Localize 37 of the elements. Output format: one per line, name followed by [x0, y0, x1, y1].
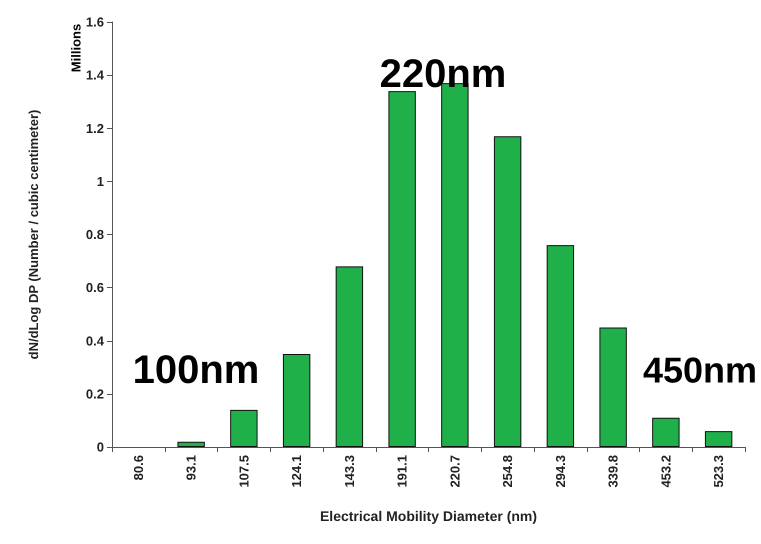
x-tick-label: 107.5	[236, 455, 252, 488]
bar	[652, 418, 680, 447]
x-tick-label: 220.7	[447, 455, 462, 488]
x-tick-label: 124.1	[289, 455, 304, 488]
x-axis-title: Electrical Mobility Diameter (nm)	[320, 508, 538, 524]
y-tick-label: 0.8	[86, 227, 104, 242]
x-tick-label: 523.3	[711, 455, 726, 488]
y-tick-label: 0.4	[86, 333, 105, 348]
x-tick-label: 191.1	[394, 455, 410, 488]
y-tick-label: 0.2	[86, 386, 104, 402]
x-tick-label: 453.2	[658, 455, 674, 488]
bar	[230, 410, 258, 447]
y-tick-label: 0.6	[86, 280, 104, 296]
y-tick-label: 0	[96, 440, 104, 454]
x-tick-label: 339.8	[606, 455, 621, 488]
x-tick-label: 143.3	[342, 455, 357, 488]
bar	[177, 442, 205, 447]
y-tick-label: 1.2	[86, 120, 104, 136]
y-axis-title: dN/dLog DP (Number / cubic centimeter)	[26, 110, 41, 360]
y-tick-label: 1	[96, 174, 104, 189]
bar	[546, 245, 574, 447]
text: Millions	[68, 24, 84, 72]
annotation: 450nm	[642, 350, 758, 390]
bar	[388, 91, 416, 447]
y-tick-label: 1.4	[86, 68, 105, 83]
annotation: 220nm	[380, 52, 506, 96]
x-tick-label: 294.3	[552, 455, 568, 488]
x-tick-label: 93.1	[184, 455, 199, 480]
annotation: 100nm	[132, 348, 260, 392]
x-tick-label: 254.8	[500, 455, 516, 488]
x-tick-label: 80.6	[130, 455, 146, 480]
bar	[494, 136, 522, 447]
bar	[599, 327, 627, 447]
bar	[704, 431, 732, 447]
bar	[282, 354, 310, 447]
bar	[336, 266, 364, 447]
y-tick-label: 1.6	[86, 14, 104, 30]
